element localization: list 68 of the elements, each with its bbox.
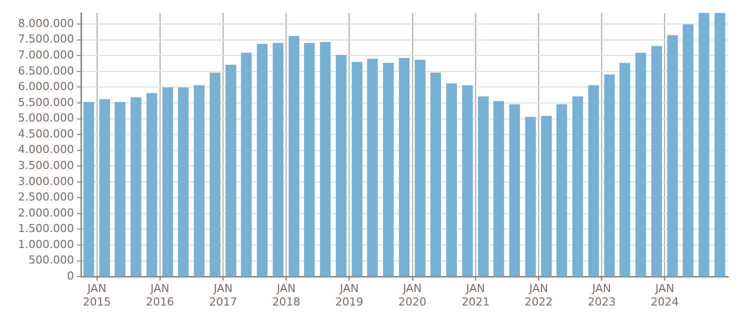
x-tick-label: JAN 2019 [335, 282, 364, 308]
bar [588, 85, 599, 276]
y-tick-label: 7.500.000 [18, 32, 74, 46]
y-tick-label: 4.000.000 [18, 143, 74, 156]
bar [620, 62, 630, 276]
bar [430, 72, 442, 276]
y-tick-label: 2.500.000 [18, 190, 74, 204]
x-tick-label: JAN 2023 [588, 282, 616, 308]
y-tick-label: 3.000.000 [18, 174, 74, 188]
bar [714, 13, 726, 276]
bar [130, 97, 142, 276]
x-tick-label: JAN 2024 [650, 282, 679, 308]
y-tick-label: 3.500.000 [18, 158, 74, 172]
bar [352, 62, 362, 276]
bar [493, 101, 504, 276]
bar [114, 102, 126, 276]
y-tick-label: 2.000.000 [18, 206, 74, 220]
x-tick-label: JAN 2022 [524, 282, 553, 308]
x-tick-label: JAN 2015 [82, 282, 111, 308]
bar [698, 13, 710, 276]
bar [383, 62, 394, 276]
bar [367, 58, 378, 276]
y-tick-label: 5.000.000 [18, 112, 74, 125]
x-tick-label: JAN 2021 [462, 282, 490, 308]
bar [651, 46, 662, 276]
y-tick-label: 500.000 [28, 254, 74, 267]
bar [336, 54, 347, 276]
bar [83, 102, 94, 276]
bar [509, 104, 520, 276]
bar [146, 93, 158, 276]
bar [178, 87, 189, 276]
y-tick-label: 6.500.000 [18, 64, 74, 78]
bar [462, 85, 473, 276]
bar [541, 116, 552, 276]
bar [241, 52, 252, 276]
bar [304, 42, 315, 276]
y-tick-label: 6.000.000 [18, 80, 74, 94]
bar [162, 87, 174, 276]
bar [525, 116, 536, 276]
y-tick-label: 7.000.000 [18, 48, 74, 62]
bar [682, 24, 694, 276]
x-tick-label: JAN 2016 [146, 282, 174, 308]
bar [226, 64, 236, 276]
bar [635, 52, 646, 276]
bar [288, 36, 300, 276]
bar [572, 96, 584, 276]
bar [604, 74, 615, 276]
y-tick-label: 4.500.000 [18, 127, 74, 140]
bar [256, 44, 268, 276]
x-tick-label: JAN 2018 [272, 282, 300, 308]
y-tick-label: 8.000.000 [18, 16, 74, 30]
bar [99, 99, 110, 276]
y-tick-label: 0 [67, 269, 74, 282]
y-tick-label: 1.000.000 [18, 238, 74, 251]
bar [478, 96, 489, 276]
bar [194, 85, 204, 276]
bar [210, 72, 220, 276]
bar [667, 35, 678, 276]
bar [556, 104, 568, 276]
y-tick-label: 5.500.000 [18, 96, 74, 109]
bar [320, 42, 331, 276]
bar [446, 83, 457, 276]
bar [414, 60, 426, 276]
bar [272, 42, 284, 276]
x-tick-label: JAN 2020 [398, 282, 426, 308]
y-tick-label: 1.500.000 [18, 222, 74, 236]
x-tick-label: JAN 2017 [209, 282, 238, 308]
bar [398, 58, 410, 276]
